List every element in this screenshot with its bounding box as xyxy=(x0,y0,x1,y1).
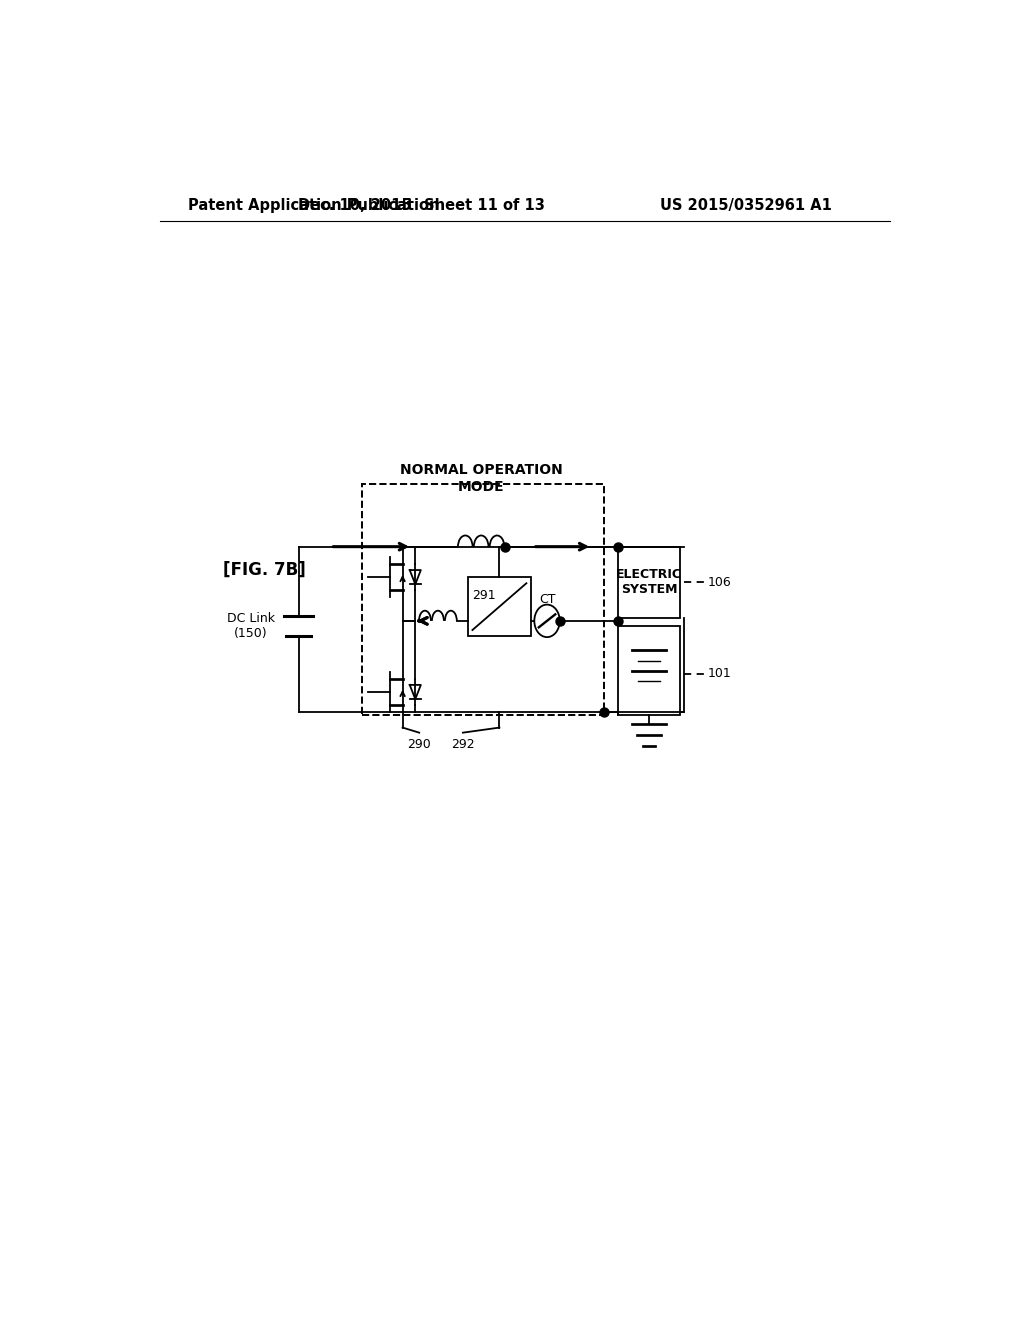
Text: Patent Application Publication: Patent Application Publication xyxy=(187,198,439,213)
Text: DC Link
(150): DC Link (150) xyxy=(227,612,275,640)
Text: CT: CT xyxy=(539,593,555,606)
Text: 292: 292 xyxy=(452,738,475,751)
Text: 106: 106 xyxy=(708,576,731,589)
Text: 290: 290 xyxy=(408,738,431,751)
Text: [FIG. 7B]: [FIG. 7B] xyxy=(223,561,306,579)
Text: NORMAL OPERATION
MODE: NORMAL OPERATION MODE xyxy=(399,463,562,494)
Text: 291: 291 xyxy=(472,589,496,602)
Text: ELECTRIC
SYSTEM: ELECTRIC SYSTEM xyxy=(616,568,682,597)
Bar xyxy=(618,546,680,618)
Text: Dec. 10, 2015  Sheet 11 of 13: Dec. 10, 2015 Sheet 11 of 13 xyxy=(298,198,545,213)
Bar xyxy=(468,577,531,636)
Bar xyxy=(618,626,680,715)
Text: 101: 101 xyxy=(708,667,731,680)
Text: US 2015/0352961 A1: US 2015/0352961 A1 xyxy=(659,198,831,213)
